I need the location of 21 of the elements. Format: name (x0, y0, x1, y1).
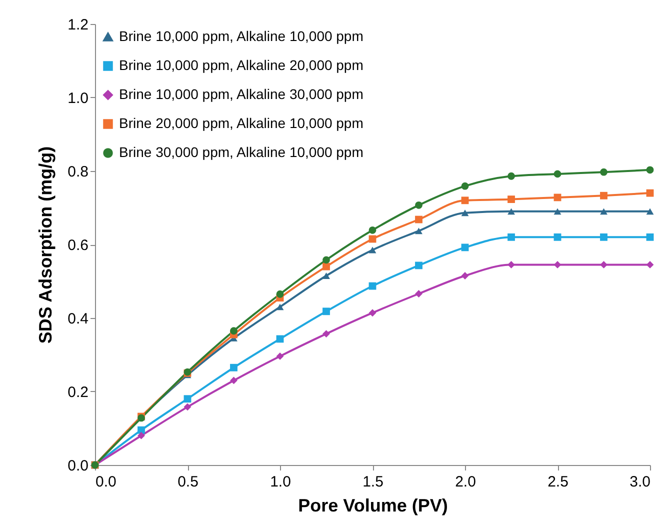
x-tick-label: 0.0 (96, 474, 116, 490)
x-tick-label: 2.5 (548, 474, 568, 490)
legend-label: Brine 20,000 ppm, Alkaline 10,000 ppm (119, 115, 364, 131)
y-tick-label: 0.2 (68, 384, 88, 401)
legend-label: Brine 30,000 ppm, Alkaline 10,000 ppm (119, 144, 364, 160)
x-tick-label: 1.0 (270, 474, 291, 490)
y-axis-title: SDS Adsorption (mg/g) (36, 146, 56, 344)
y-tick-label: 1.2 (68, 16, 88, 34)
y-tick-label: 1.0 (68, 90, 88, 107)
legend-label: Brine 10,000 ppm, Alkaline 10,000 ppm (119, 28, 364, 44)
x-tick-label: 3.0 (630, 474, 650, 490)
legend-label: Brine 10,000 ppm, Alkaline 20,000 ppm (119, 57, 364, 73)
x-axis-title: Pore Volume (PV) (298, 496, 448, 516)
y-tick-label: 0.6 (68, 237, 88, 254)
y-tick-label: 0.0 (68, 458, 88, 474)
x-tick-label: 2.0 (455, 474, 476, 490)
x-tick-label: 1.5 (362, 474, 384, 490)
y-tick-label: 0.8 (68, 164, 88, 180)
x-tick-label: 0.5 (178, 474, 198, 490)
y-tick-label: 0.4 (68, 310, 88, 328)
legend-label: Brine 10,000 ppm, Alkaline 30,000 ppm (119, 86, 364, 102)
